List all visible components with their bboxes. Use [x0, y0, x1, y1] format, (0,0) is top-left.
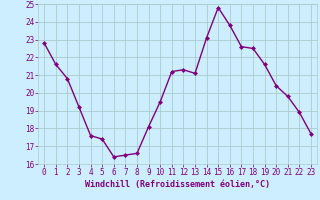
X-axis label: Windchill (Refroidissement éolien,°C): Windchill (Refroidissement éolien,°C)	[85, 180, 270, 189]
